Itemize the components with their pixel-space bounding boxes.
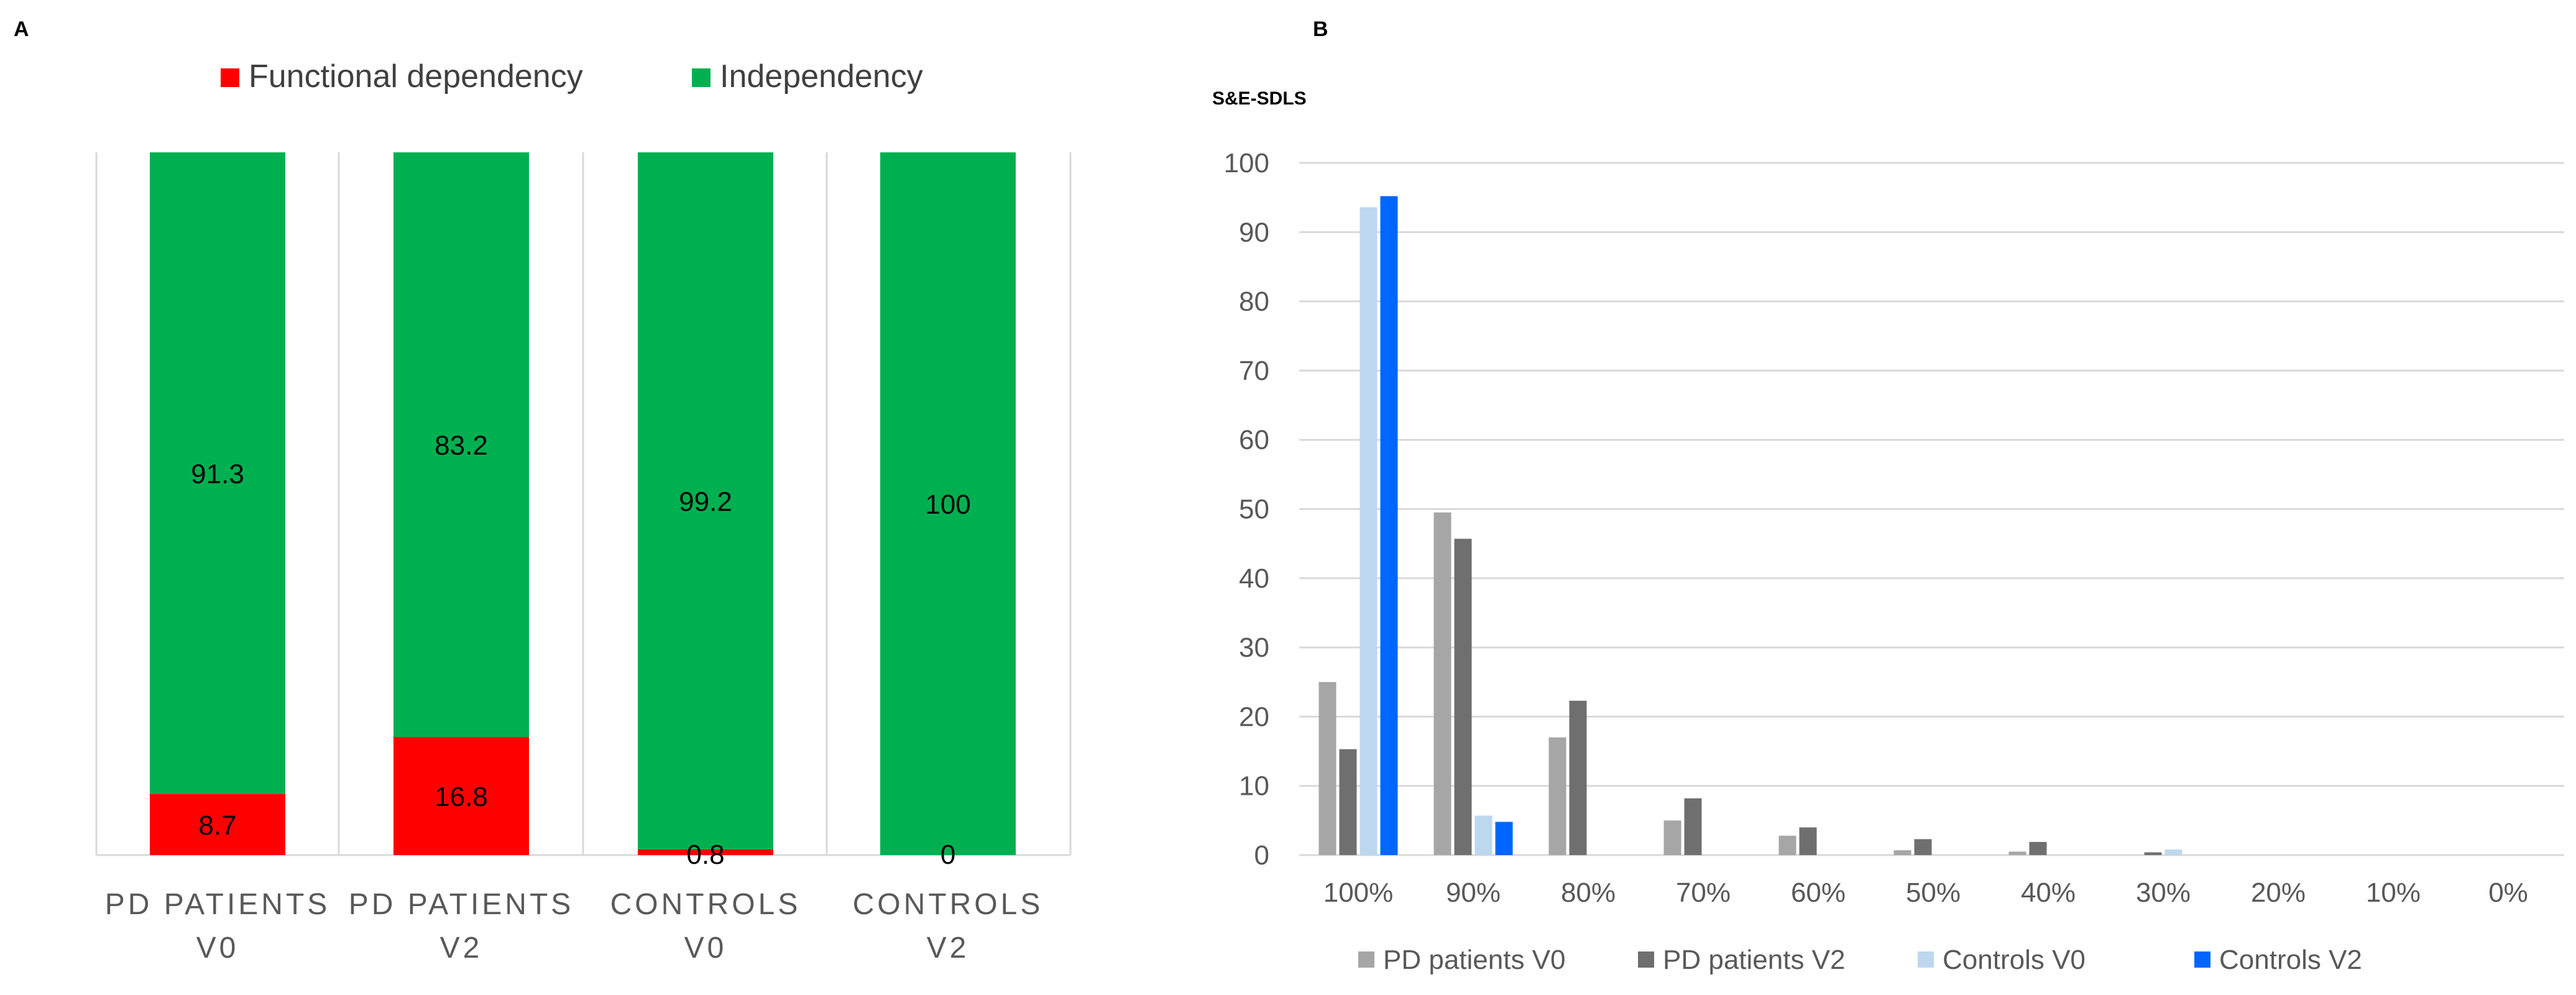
- bar-pd-patients-v0-80: [1548, 737, 1566, 855]
- y-tick-label-80: 80: [1239, 287, 1269, 317]
- bar-pd-patients-v0-40: [2008, 851, 2026, 855]
- legend-label-independency: Independency: [720, 58, 923, 95]
- y-tick-label-40: 40: [1239, 563, 1269, 594]
- chart-b-ylabel: S&E-SDLS: [1212, 88, 1307, 109]
- legend-label-controls-v2: Controls V2: [2219, 945, 2362, 975]
- x-tick-label-30: 30%: [2136, 877, 2191, 908]
- x-tick-label-90: 90%: [1446, 877, 1501, 908]
- legend-label-controls-v0: Controls V0: [1943, 945, 2086, 975]
- chart-b-x-ticks: 100% 90% 80% 70% 60% 50% 40% 30% 20% 10% 0%: [1323, 877, 2528, 908]
- y-tick-label-50: 50: [1239, 494, 1269, 525]
- bar-controls-v2-90: [1495, 821, 1513, 855]
- x-tick-label-60: 60%: [1791, 877, 1846, 908]
- x-tick-label-50: 50%: [1906, 877, 1961, 908]
- bar-pd-patients-v2-70: [1684, 798, 1702, 855]
- legend-swatch-functional: [221, 68, 239, 87]
- legend-swatch-pd-patients-v2: [1638, 951, 1654, 968]
- legend-swatch-pd-patients-v0: [1358, 951, 1374, 968]
- bar-pd-patients-v2-80: [1569, 700, 1587, 855]
- category-label-pd-patients-v2-1: PD PATIENTS: [349, 888, 574, 921]
- x-tick-label-40: 40%: [2021, 877, 2076, 908]
- chart-a-bars: [150, 152, 1016, 855]
- chart-a: Functional dependency Independency 91.3 8…: [95, 58, 1072, 965]
- value-label-independency-pd-patients-v0: 91.3: [191, 459, 244, 489]
- bar-pd-patients-v2-30: [2144, 852, 2162, 855]
- value-label-functional-controls-v2: 0: [941, 840, 955, 870]
- category-label-pd-patients-v0-1: PD PATIENTS: [105, 888, 331, 921]
- chart-b-y-ticks: 0 10 20 30 40 50 60 70 80 90 100: [1224, 148, 1269, 871]
- category-label-controls-v0-1: CONTROLS: [610, 888, 801, 921]
- y-tick-label-30: 30: [1239, 632, 1269, 663]
- bar-functional-pd-patients-v0: [150, 794, 285, 855]
- x-tick-label-0: 0%: [2488, 877, 2528, 908]
- x-tick-label-20: 20%: [2251, 877, 2306, 908]
- bar-pd-patients-v0-90: [1433, 512, 1451, 855]
- value-label-functional-pd-patients-v2: 16.8: [435, 782, 488, 812]
- category-label-pd-patients-v0-2: V0: [196, 932, 239, 965]
- bar-pd-patients-v2-100: [1339, 749, 1357, 855]
- category-label-controls-v2-1: CONTROLS: [853, 888, 1044, 921]
- chart-b-bars: [1318, 196, 2183, 856]
- y-tick-label-20: 20: [1239, 701, 1269, 732]
- chart-a-value-labels: 91.3 8.7 83.2 16.8 99.2 0.8 100 0: [191, 430, 971, 870]
- legend-swatch-controls-v2: [2194, 951, 2210, 968]
- bar-pd-patients-v2-50: [1914, 839, 1932, 855]
- y-tick-label-60: 60: [1239, 425, 1269, 455]
- bar-controls-v0-30: [2164, 849, 2183, 855]
- panel-b-label: B: [1313, 17, 1328, 41]
- value-label-independency-pd-patients-v2: 83.2: [435, 430, 488, 461]
- panel-a-label: A: [14, 17, 29, 41]
- bar-independency-controls-v0: [638, 152, 773, 849]
- legend-swatch-independency: [692, 68, 711, 87]
- bar-pd-patients-v2-40: [2029, 841, 2047, 855]
- legend-label-functional: Functional dependency: [249, 58, 583, 95]
- chart-a-legend: Functional dependency Independency: [221, 58, 923, 95]
- bar-pd-patients-v0-70: [1663, 820, 1681, 855]
- chart-b-legend: PD patients V0 PD patients V2 Controls V0 C…: [1358, 945, 2362, 975]
- y-tick-label-70: 70: [1239, 356, 1269, 386]
- bar-independency-pd-patients-v0: [150, 152, 285, 794]
- x-tick-label-10: 10%: [2366, 877, 2421, 908]
- value-label-functional-pd-patients-v0: 8.7: [198, 810, 236, 841]
- y-tick-label-10: 10: [1239, 771, 1269, 802]
- bar-pd-patients-v2-60: [1799, 827, 1817, 855]
- bar-pd-patients-v0-60: [1778, 835, 1796, 855]
- value-label-functional-controls-v0: 0.8: [686, 840, 724, 870]
- bar-pd-patients-v2-90: [1454, 539, 1472, 855]
- chart-a-category-labels: PD PATIENTS V0 PD PATIENTS V2 CONTROLS V0 CONT…: [105, 888, 1044, 965]
- y-tick-label-0: 0: [1254, 840, 1269, 871]
- x-tick-label-100: 100%: [1323, 877, 1394, 908]
- legend-label-pd-patients-v2: PD patients V2: [1663, 945, 1846, 975]
- x-tick-label-80: 80%: [1561, 877, 1616, 908]
- value-label-independency-controls-v0: 99.2: [679, 486, 732, 517]
- chart-b: S&E-SDLS 0 10 20 30 40 50 60 70 80 90 100 100% 90% 8…: [1212, 88, 2564, 975]
- category-label-controls-v0-2: V0: [684, 932, 727, 965]
- bar-functional-controls-v0: [638, 849, 773, 855]
- bar-functional-pd-patients-v2: [393, 737, 529, 855]
- chart-b-gridlines: [1299, 162, 2564, 856]
- bar-pd-patients-v0-50: [1893, 850, 1911, 855]
- y-tick-label-100: 100: [1224, 148, 1269, 178]
- legend-swatch-controls-v0: [1918, 951, 1934, 968]
- legend-label-pd-patients-v0: PD patients V0: [1383, 945, 1566, 975]
- bar-controls-v0-100: [1359, 207, 1378, 856]
- value-label-independency-controls-v2: 100: [925, 489, 970, 520]
- bar-controls-v0-90: [1474, 815, 1493, 855]
- x-tick-label-70: 70%: [1676, 877, 1731, 908]
- category-label-pd-patients-v2-2: V2: [440, 932, 483, 965]
- bar-pd-patients-v0-100: [1318, 682, 1336, 855]
- bar-independency-pd-patients-v2: [393, 152, 529, 738]
- bar-controls-v2-100: [1380, 196, 1398, 855]
- category-label-controls-v2-2: V2: [927, 932, 970, 965]
- bar-independency-controls-v2: [880, 152, 1016, 855]
- y-tick-label-90: 90: [1239, 217, 1269, 248]
